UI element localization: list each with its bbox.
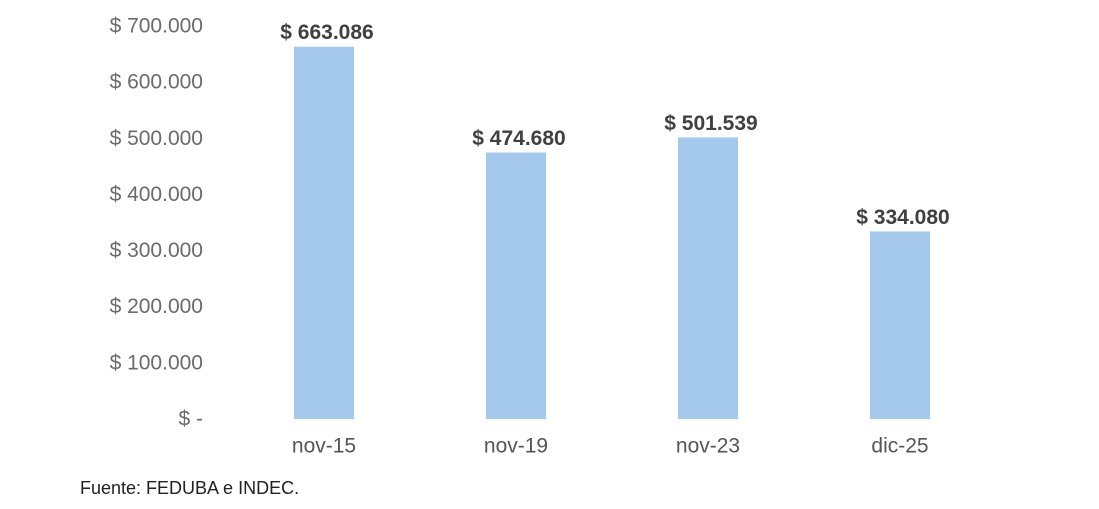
bar-nov-15 [294, 46, 354, 419]
data-labels: $ 663.086 $ 474.680 $ 501.539 $ 334.080 [280, 21, 949, 229]
y-tick-label: $ - [178, 408, 203, 431]
x-tick-label: dic-25 [871, 435, 928, 458]
y-tick-label: $ 100.000 [110, 351, 203, 374]
x-tick-label: nov-15 [292, 435, 356, 458]
x-tick-label: nov-19 [484, 435, 548, 458]
bar-nov-19 [486, 152, 546, 419]
data-label: $ 334.080 [856, 206, 949, 229]
y-tick-label: $ 300.000 [110, 239, 203, 262]
source-note: Fuente: FEDUBA e INDEC. [80, 478, 300, 498]
data-label: $ 663.086 [280, 21, 373, 44]
bars [294, 46, 930, 419]
bar-dic-25 [870, 231, 930, 419]
x-tick-label: nov-23 [676, 435, 740, 458]
y-tick-label: $ 700.000 [110, 15, 203, 38]
y-tick-label: $ 500.000 [110, 127, 203, 150]
y-axis: $ - $ 100.000 $ 200.000 $ 300.000 $ 400.000 $… [110, 15, 203, 431]
y-tick-label: $ 600.000 [110, 71, 203, 94]
bar-chart: $ - $ 100.000 $ 200.000 $ 300.000 $ 400.000 $… [110, 15, 950, 458]
data-label: $ 474.680 [472, 127, 565, 150]
data-label: $ 501.539 [664, 112, 757, 135]
y-tick-label: $ 400.000 [110, 183, 203, 206]
x-axis: nov-15 nov-19 nov-23 dic-25 [292, 435, 929, 458]
bar-nov-23 [678, 137, 738, 419]
y-tick-label: $ 200.000 [110, 295, 203, 318]
